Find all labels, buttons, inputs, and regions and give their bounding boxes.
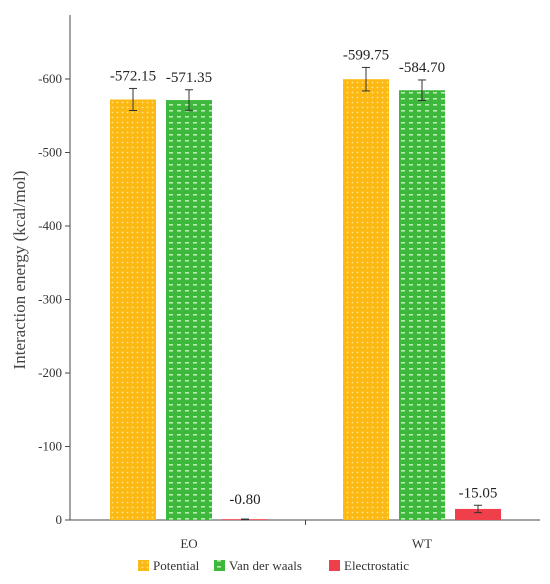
legend-swatch <box>329 560 340 571</box>
bar-potential-wt <box>343 79 389 520</box>
bars <box>110 66 501 521</box>
y-tick-label: -500 <box>38 145 62 160</box>
data-label: -0.80 <box>229 492 260 508</box>
y-tick-label: -300 <box>38 292 62 307</box>
legend-item-van-der-waals: Van der waals <box>214 558 302 573</box>
axes: 0 -100 -200 -300 -400 -500 -600 EO WT <box>38 15 540 551</box>
y-tick-label: -200 <box>38 365 62 380</box>
x-category-label: EO <box>180 536 197 551</box>
legend-label: Potential <box>153 558 200 573</box>
y-tick-label: -100 <box>38 439 62 454</box>
legend-label: Van der waals <box>229 558 302 573</box>
legend-swatch <box>138 560 149 571</box>
data-label: -571.35 <box>166 70 212 86</box>
data-label: -599.75 <box>343 47 389 63</box>
bar-van-der-waals-wt <box>399 90 445 521</box>
legend-item-electrostatic: Electrostatic <box>329 558 409 573</box>
y-tick-label: 0 <box>56 512 63 527</box>
bar-electrostatic-wt <box>455 508 501 520</box>
legend-label: Electrostatic <box>344 558 409 573</box>
y-axis-title: Interaction energy (kcal/mol) <box>10 171 29 370</box>
legend: Potential Van der waals Electrostatic <box>138 558 409 573</box>
y-tick-label: -600 <box>38 71 62 86</box>
data-label: -584.70 <box>399 60 445 76</box>
x-category-label: WT <box>412 536 432 551</box>
data-label: -15.05 <box>459 485 498 501</box>
bar-potential-eo <box>110 99 156 520</box>
y-tick-label: -400 <box>38 218 62 233</box>
bar-van-der-waals-eo <box>166 100 212 521</box>
data-labels: -572.15 -599.75 -571.35 -584.70 -0.80 -15.05 <box>110 47 498 508</box>
legend-item-potential: Potential <box>138 558 200 573</box>
legend-swatch <box>214 560 225 571</box>
data-label: -572.15 <box>110 68 156 84</box>
